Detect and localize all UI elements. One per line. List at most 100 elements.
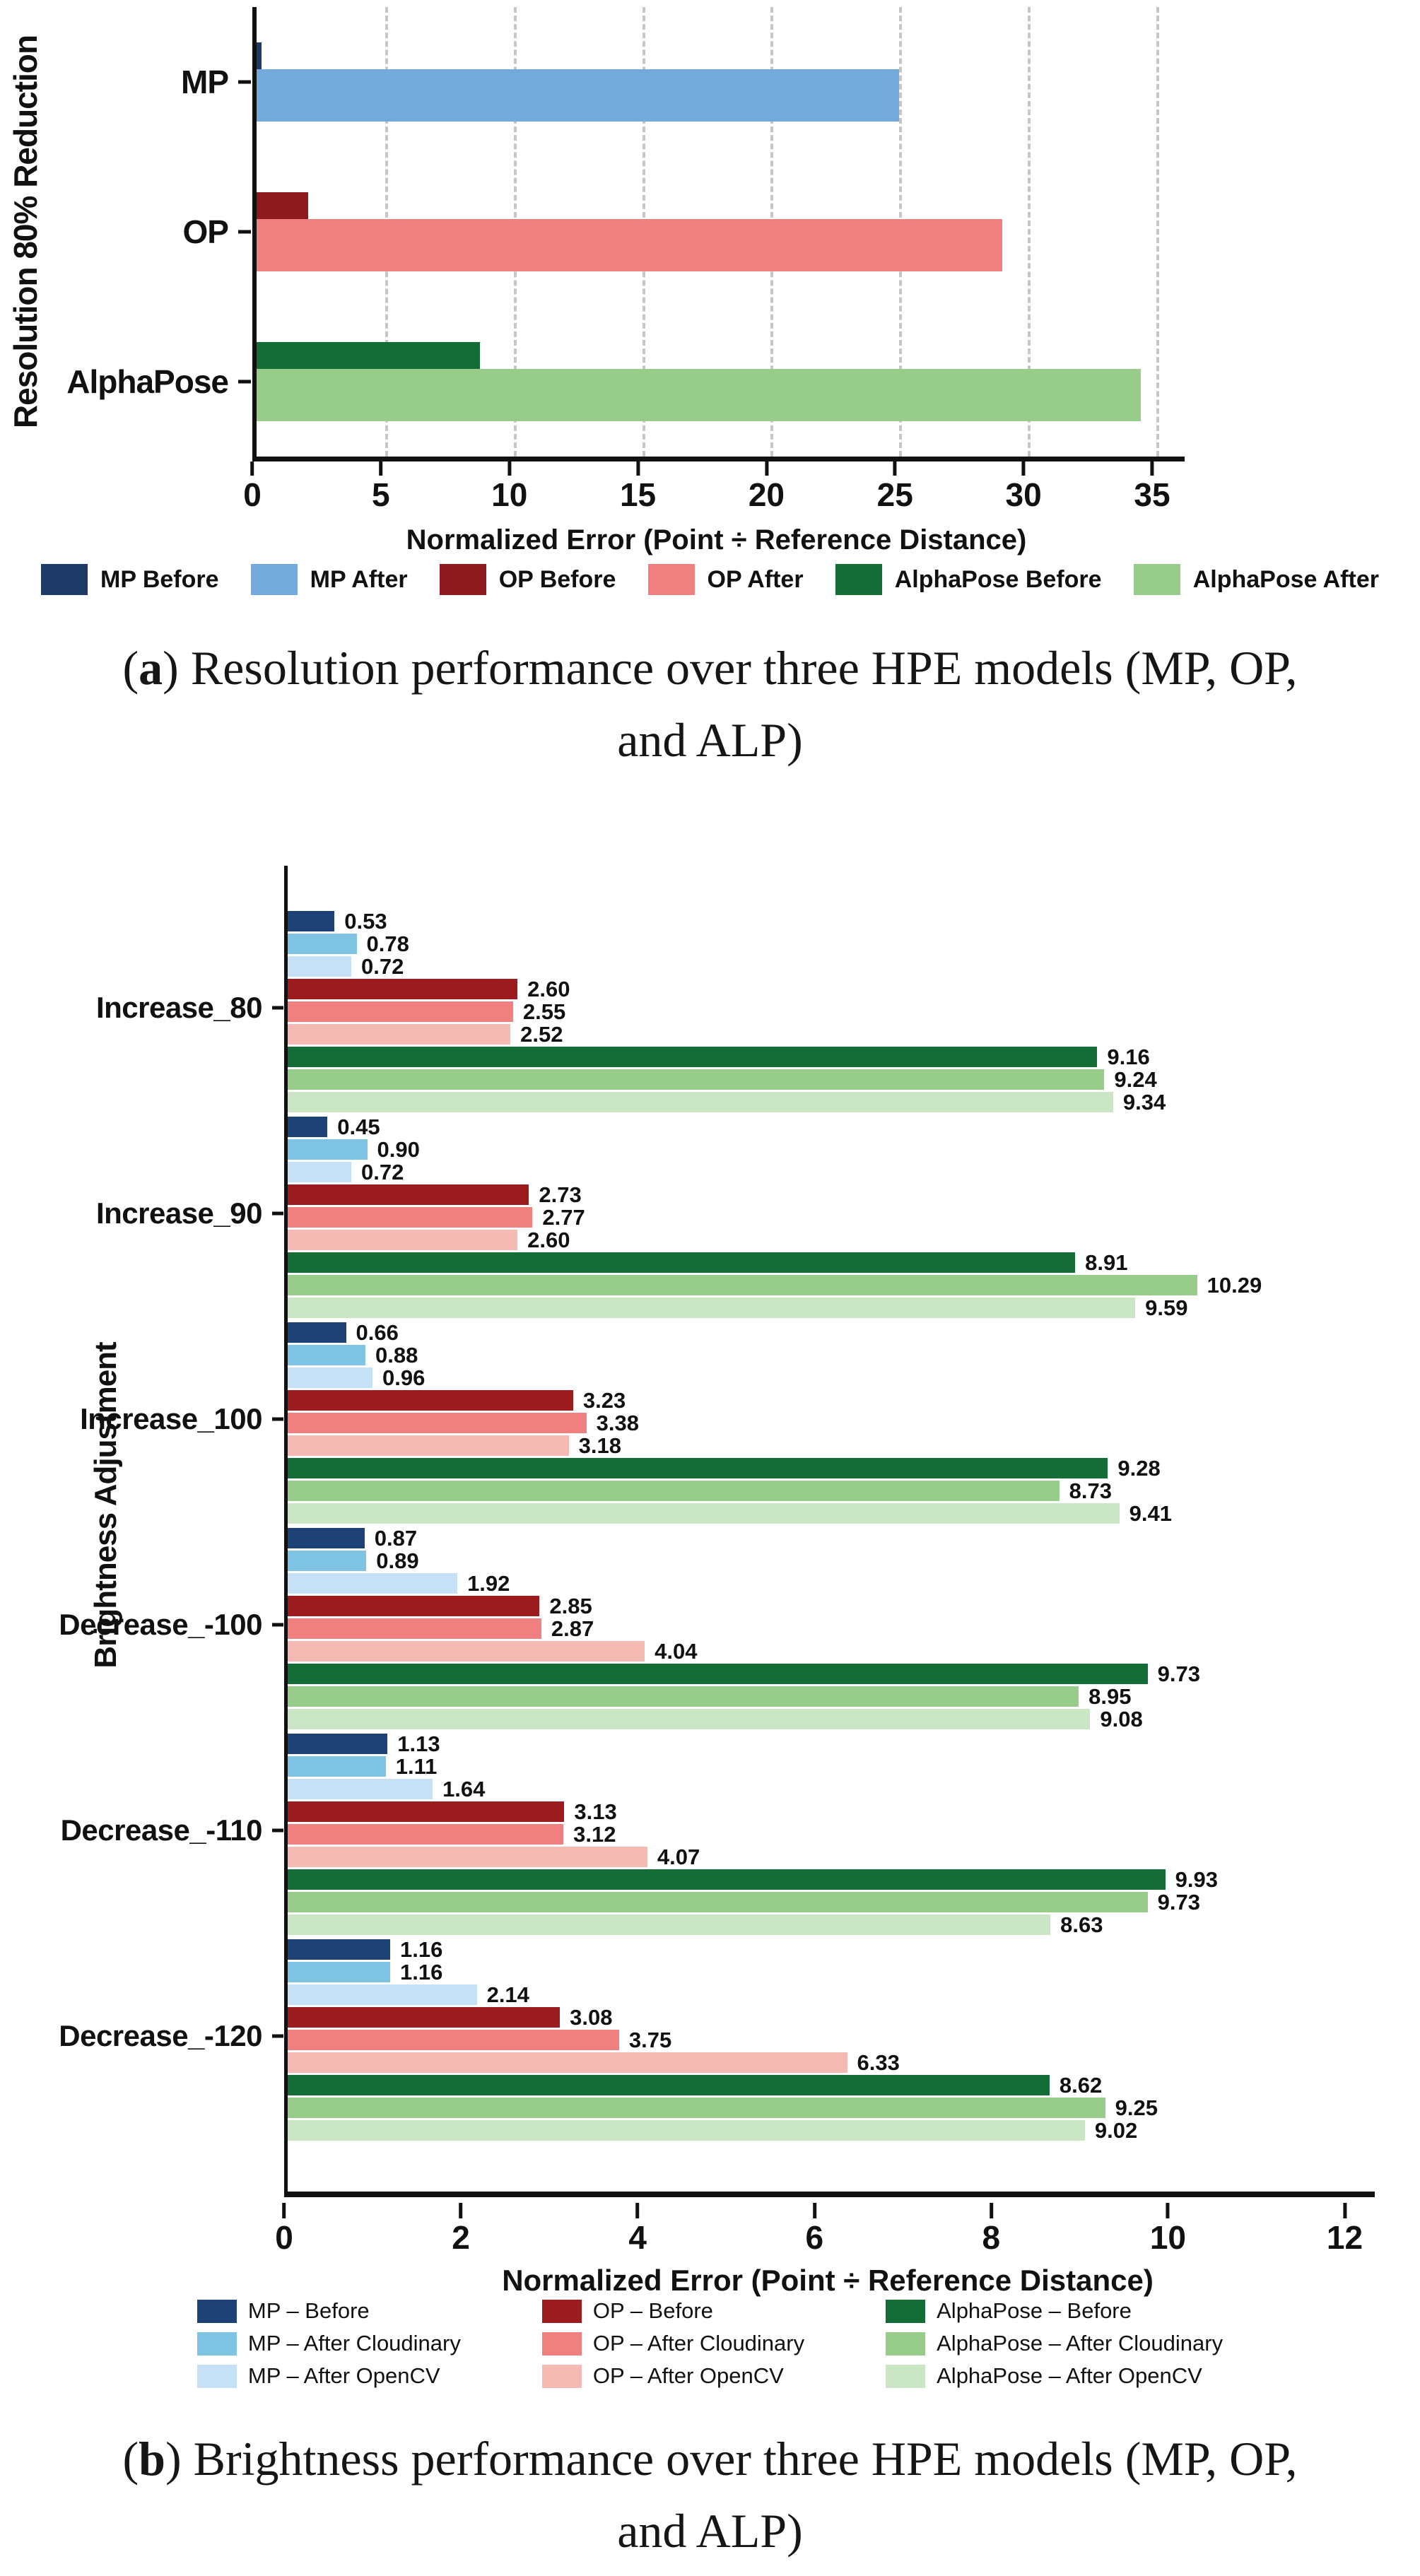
bar-alphapose-–-after-opencv: 9.08 bbox=[288, 1707, 1143, 1731]
bar-op-–-after-cloudinary: 3.75 bbox=[288, 2028, 671, 2052]
bar-value-label: 3.13 bbox=[574, 1799, 617, 1824]
bar-alphapose-–-before: 9.93 bbox=[288, 1867, 1218, 1892]
chart-b-x-axis-title: Normalized Error (Point ÷ Reference Dist… bbox=[502, 2264, 1154, 2297]
bar-op-–-after-opencv: 6.33 bbox=[288, 2050, 900, 2075]
x-tick-label: 20 bbox=[748, 476, 785, 513]
y-tick-mark bbox=[272, 1417, 283, 1421]
x-tick-label: 12 bbox=[1326, 2219, 1363, 2256]
legend-item: MP – After OpenCV bbox=[196, 2363, 461, 2389]
legend-swatch bbox=[647, 564, 695, 595]
legend-swatch bbox=[886, 2299, 926, 2323]
x-tick: 20 bbox=[749, 461, 785, 514]
bar-mp-–-before: 0.45 bbox=[288, 1114, 380, 1139]
x-tick-label: 30 bbox=[1005, 476, 1042, 513]
bar-alphapose-–-after-cloudinary: 10.29 bbox=[288, 1273, 1262, 1298]
bar-pair bbox=[257, 192, 1185, 271]
legend-item: AlphaPose – After Cloudinary bbox=[886, 2331, 1223, 2356]
chart-a-plot-area: MP OP AlphaPose bbox=[66, 7, 1185, 461]
bar-mp-–-before: 0.66 bbox=[288, 1320, 399, 1345]
bar-value-label: 3.18 bbox=[578, 1433, 621, 1458]
legend-swatch bbox=[250, 564, 298, 595]
bar-alphapose-–-before: 9.28 bbox=[288, 1456, 1161, 1481]
bar-alphapose-–-after-cloudinary: 9.24 bbox=[288, 1067, 1157, 1092]
x-tick: 10 bbox=[491, 461, 527, 514]
category-label: OP bbox=[182, 213, 229, 250]
x-tick-mark bbox=[1342, 2203, 1346, 2218]
bar-value-label: 9.73 bbox=[1157, 1661, 1200, 1686]
category-label: MP bbox=[181, 64, 229, 100]
legend-swatch bbox=[835, 564, 882, 595]
bar-alphapose-–-before: 9.16 bbox=[288, 1045, 1150, 1069]
bar-value-label: 0.72 bbox=[361, 1159, 404, 1184]
y-tick-mark bbox=[272, 1623, 283, 1627]
legend-label: AlphaPose – After OpenCV bbox=[937, 2363, 1202, 2388]
chart-b-group: Increase_100 0.66 0.88 0.96 3.23 3.38 3.18 9.28… bbox=[80, 1320, 1375, 1528]
bar-value-label: 8.63 bbox=[1060, 1912, 1103, 1937]
x-tick: 4 bbox=[628, 2203, 647, 2257]
legend-label: AlphaPose After bbox=[1192, 565, 1379, 593]
caption-b-label: b bbox=[139, 2432, 165, 2486]
bar-value-label: 2.85 bbox=[549, 1593, 592, 1618]
bar-pair bbox=[257, 342, 1185, 421]
bar-mp-–-after-cloudinary: 0.90 bbox=[288, 1137, 420, 1162]
x-tick: 15 bbox=[620, 461, 656, 514]
legend-item: MP – After Cloudinary bbox=[196, 2331, 461, 2356]
chart-a-x-axis: 0 5 10 15 20 25 30 35 bbox=[243, 461, 1180, 525]
x-tick-label: 8 bbox=[982, 2219, 1001, 2256]
bar-value-label: 0.72 bbox=[361, 953, 404, 979]
bar-mp-–-after-opencv: 1.64 bbox=[288, 1777, 485, 1801]
bar-mp-–-after-opencv: 1.92 bbox=[288, 1571, 510, 1596]
bar-value-label: 0.89 bbox=[376, 1548, 419, 1573]
bar-value-label: 9.02 bbox=[1094, 2117, 1138, 2143]
legend-swatch bbox=[196, 2299, 237, 2323]
legend-label: OP Before bbox=[498, 565, 616, 593]
bar-value-label: 6.33 bbox=[857, 2049, 900, 2075]
category-label: Decrease_-120 bbox=[59, 2018, 262, 2052]
bar-value-label: 3.38 bbox=[596, 1410, 639, 1435]
legend-label: MP – After OpenCV bbox=[247, 2363, 440, 2388]
bar-value-label: 3.23 bbox=[582, 1387, 626, 1413]
y-tick-mark bbox=[272, 1211, 283, 1216]
x-tick-mark bbox=[812, 2203, 816, 2218]
x-tick-label: 6 bbox=[805, 2219, 824, 2256]
bar-mp-before bbox=[257, 42, 262, 69]
bar-value-label: 9.16 bbox=[1107, 1044, 1150, 1069]
bar-value-label: 9.59 bbox=[1145, 1295, 1188, 1320]
y-tick-mark bbox=[272, 1006, 283, 1010]
bar-op-before bbox=[257, 192, 308, 219]
bar-value-label: 4.07 bbox=[657, 1844, 700, 1869]
bar-value-label: 8.91 bbox=[1085, 1249, 1128, 1275]
x-tick-label: 2 bbox=[452, 2219, 470, 2256]
x-tick-label: 35 bbox=[1134, 476, 1170, 513]
bar-alphapose-–-before: 8.91 bbox=[288, 1250, 1127, 1275]
bar-value-label: 9.08 bbox=[1100, 1706, 1143, 1731]
legend-item: MP After bbox=[250, 564, 408, 595]
bar-value-label: 0.90 bbox=[377, 1136, 420, 1162]
legend-item: MP – Before bbox=[196, 2298, 461, 2324]
bar-value-label: 4.04 bbox=[655, 1638, 698, 1664]
bar-value-label: 9.73 bbox=[1157, 1889, 1200, 1915]
caption-b-paren-open: ( bbox=[122, 2432, 139, 2486]
bar-op-–-before: 2.60 bbox=[288, 977, 570, 1001]
x-tick-mark bbox=[989, 2203, 993, 2218]
chart-a-group: AlphaPose bbox=[66, 307, 1185, 457]
bar-mp-–-after-opencv: 0.72 bbox=[288, 954, 404, 979]
bar-mp-–-before: 0.87 bbox=[288, 1526, 417, 1551]
bar-mp-–-before: 1.13 bbox=[288, 1731, 440, 1756]
bar-value-label: 0.96 bbox=[382, 1365, 426, 1390]
legend-label: MP – Before bbox=[247, 2298, 370, 2323]
chart-b-legend: MP – Before OP – Before AlphaPose – Before… bbox=[0, 2298, 1420, 2389]
chart-a-legend: MP Before MP After OP Before OP After AlphaP… bbox=[41, 564, 1379, 595]
bar-alphapose-–-before: 8.62 bbox=[288, 2073, 1102, 2098]
caption-a-line1: (a) Resolution performance over three HP… bbox=[0, 632, 1420, 704]
bar-op-–-after-opencv: 2.52 bbox=[288, 1022, 563, 1047]
bar-value-label: 1.16 bbox=[400, 1936, 443, 1962]
x-tick: 30 bbox=[1006, 461, 1042, 514]
bar-value-label: 3.12 bbox=[573, 1821, 616, 1847]
bar-mp-–-after-cloudinary: 1.11 bbox=[288, 1754, 437, 1779]
bar-value-label: 9.28 bbox=[1117, 1455, 1161, 1481]
legend-swatch bbox=[196, 2364, 237, 2388]
caption-a-text: Resolution performance over three HPE mo… bbox=[190, 641, 1298, 695]
gridline bbox=[1028, 7, 1031, 457]
